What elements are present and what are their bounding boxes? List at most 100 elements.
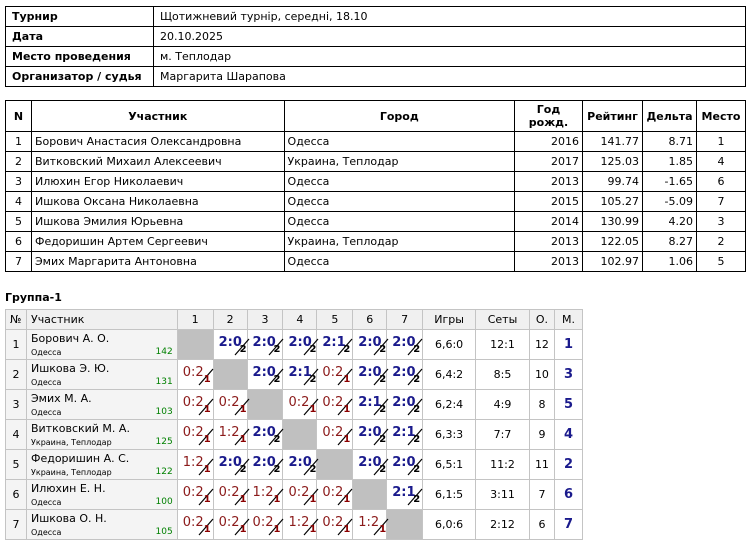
group-row: 3 Эмих М. А. Одесса 103 0:2 1 0:2 1 0:2 1 0:2 1 2:1 2… [5,389,584,420]
match-result-cell: 2:0 2 [246,359,284,390]
match-score: 2:1 [322,335,346,350]
participant-rating: 130.99 [582,211,643,232]
slash-icon [407,428,423,446]
group-place: 7 [553,509,584,540]
group-place: 1 [553,329,584,360]
info-label: Организатор / судья [5,66,154,87]
match-score: 2:0 [358,335,382,350]
self-match-cell [246,389,284,420]
participant-city: Одесса [283,191,516,212]
match-points: 2 [379,404,387,415]
match-result-cell: 0:2 1 [212,479,250,510]
group-sets: 7:7 [475,419,530,450]
participant-row: 4 Ишкова Оксана Николаевна Одесса 2015 105.2… [5,191,747,212]
group-points: 8 [528,389,555,420]
slash-icon [373,518,389,536]
group-player-cell: Ишкова О. Н. Одесса 105 [25,509,178,540]
group-results-table: № Участник 1 2 3 4 5 6 7 Игры Сеты О. М. 1 Борович А.… [5,309,584,540]
group-player-name: Борович А. О. [30,332,110,345]
participants-header-row: N Участник Город Год рожд. Рейтинг Дельта Мест… [5,100,747,132]
participant-name: Ишкова Оксана Николаевна [30,191,285,212]
group-header-row: № Участник 1 2 3 4 5 6 7 Игры Сеты О. М. [5,309,584,330]
match-result-cell: 2:0 2 [282,329,319,360]
group-row-number: 5 [5,449,27,480]
slash-icon [268,518,283,536]
participant-delta: 8.27 [641,231,697,252]
match-result-cell: 1:2 1 [212,419,250,450]
participant-rating: 99.74 [582,171,643,192]
participant-number: 2 [5,151,32,172]
participant-birth-year: 2016 [514,131,583,152]
match-result-cell: 2:0 2 [352,359,389,390]
match-result-cell: 2:0 2 [386,359,424,390]
match-result-cell: 2:0 2 [352,449,389,480]
match-score: 0:2 [182,425,204,440]
match-points: 1 [343,434,351,445]
match-points: 2 [413,434,421,445]
group-sets: 11:2 [475,449,530,480]
group-row: 7 Ишкова О. Н. Одесса 105 0:2 1 0:2 1 0:2 1 1:2 1 0:… [5,509,584,540]
match-points: 2 [309,344,317,355]
match-result-cell: 0:2 1 [176,509,214,540]
match-points: 1 [203,374,211,385]
group-title: Группа-1 [5,291,62,304]
group-player-city: Одесса [30,528,62,537]
match-result-cell: 2:0 2 [212,449,250,480]
group-player-rating: 103 [155,407,173,417]
slash-icon [234,458,250,476]
match-points: 1 [203,434,211,445]
participants-header-cell: Участник [30,100,285,132]
slash-icon [337,398,353,416]
group-player-name: Ишкова О. Н. [30,512,107,525]
group-player-city: Украина, Теплодар [30,468,112,477]
match-points: 2 [343,344,351,355]
info-value: Маргарита Шарапова [153,66,746,87]
match-result-cell: 2:0 2 [282,449,319,480]
match-points: 1 [203,404,211,415]
participant-rating: 105.27 [582,191,643,212]
match-points: 1 [203,524,211,535]
group-games: 6,5:1 [422,449,477,480]
group-sets: 2:12 [475,509,530,540]
group-player-rating: 131 [155,377,173,387]
info-label: Турнир [5,6,154,27]
group-header-cell: Игры [422,309,477,330]
group-sets: 12:1 [475,329,530,360]
match-points: 1 [239,404,247,415]
match-points: 2 [273,434,281,445]
group-header-cell: Сеты [475,309,530,330]
participant-number: 1 [5,131,32,152]
match-score: 2:0 [252,365,276,380]
tournament-info-table: Турнир Щотижневий турнір, середні, 18.10 Д… [5,6,746,87]
participant-number: 3 [5,171,32,192]
match-result-cell: 0:2 1 [316,359,354,390]
slash-icon [234,428,250,446]
slash-icon [373,428,389,446]
match-result-cell: 2:0 2 [352,329,389,360]
match-points: 1 [309,524,317,535]
participant-number: 5 [5,211,32,232]
match-score: 0:2 [218,485,240,500]
match-points: 1 [273,494,281,505]
info-row: Турнир Щотижневий турнір, середні, 18.10 [5,6,746,27]
match-result-cell: 0:2 1 [282,389,319,420]
group-row-number: 7 [5,509,27,540]
group-header-cell: М. [553,309,584,330]
match-result-cell: 1:2 1 [282,509,319,540]
slash-icon [304,338,319,356]
group-player-cell: Илюхин Е. Н. Одесса 100 [25,479,178,510]
group-sets: 3:11 [475,479,530,510]
slash-icon [234,488,250,506]
match-points: 2 [239,344,247,355]
match-points: 2 [379,464,387,475]
group-row-number: 2 [5,359,27,390]
participant-rating: 141.77 [582,131,643,152]
group-place: 4 [553,419,584,450]
match-score: 0:2 [322,365,344,380]
participant-place: 5 [695,251,747,272]
info-label: Место проведения [5,46,154,67]
group-row-number: 3 [5,389,27,420]
slash-icon [268,338,283,356]
group-header-cell: О. [528,309,555,330]
group-player-city: Одесса [30,378,62,387]
